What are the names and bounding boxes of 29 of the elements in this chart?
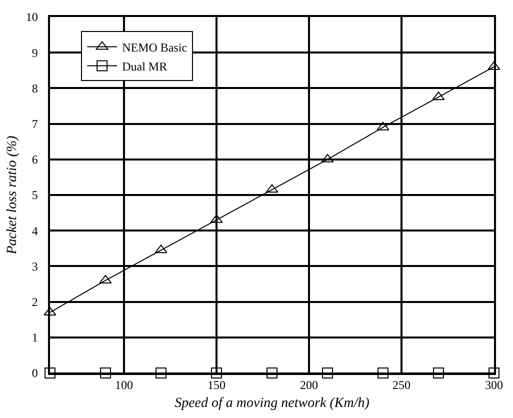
y-tick-label: 4: [32, 224, 38, 238]
y-tick-label: 5: [32, 188, 38, 202]
x-tick-label: 150: [208, 378, 226, 392]
point: [100, 368, 111, 378]
point: [433, 368, 444, 378]
point: [44, 368, 56, 378]
y-tick-label: 7: [32, 117, 38, 131]
point: [266, 368, 278, 378]
legend-label: NEMO Basic: [122, 40, 188, 54]
y-tick-label: 0: [32, 366, 38, 380]
x-tick-label: 300: [485, 378, 503, 392]
x-tick-label: 250: [392, 378, 410, 392]
y-tick-label: 3: [32, 259, 38, 274]
y-tick-label: 6: [32, 152, 38, 167]
point: [378, 368, 388, 378]
point: [211, 368, 222, 378]
x-tick-label: 200: [300, 378, 318, 392]
point: [488, 368, 500, 378]
x-tick-label: 100: [115, 378, 133, 392]
y-tick-label: 8: [32, 81, 38, 96]
y-tick-label: 10: [26, 10, 38, 24]
point: [322, 368, 333, 378]
y-tick-label: 2: [32, 295, 38, 309]
point: [156, 368, 166, 378]
x-axis-title: Speed of a moving network (Km/h): [174, 396, 370, 411]
y-axis-title: Packet loss ratio (%): [4, 135, 20, 256]
legend-label: Dual MR: [122, 59, 168, 74]
y-tick-label: 9: [32, 46, 38, 60]
y-tick-label: 1: [32, 330, 38, 345]
